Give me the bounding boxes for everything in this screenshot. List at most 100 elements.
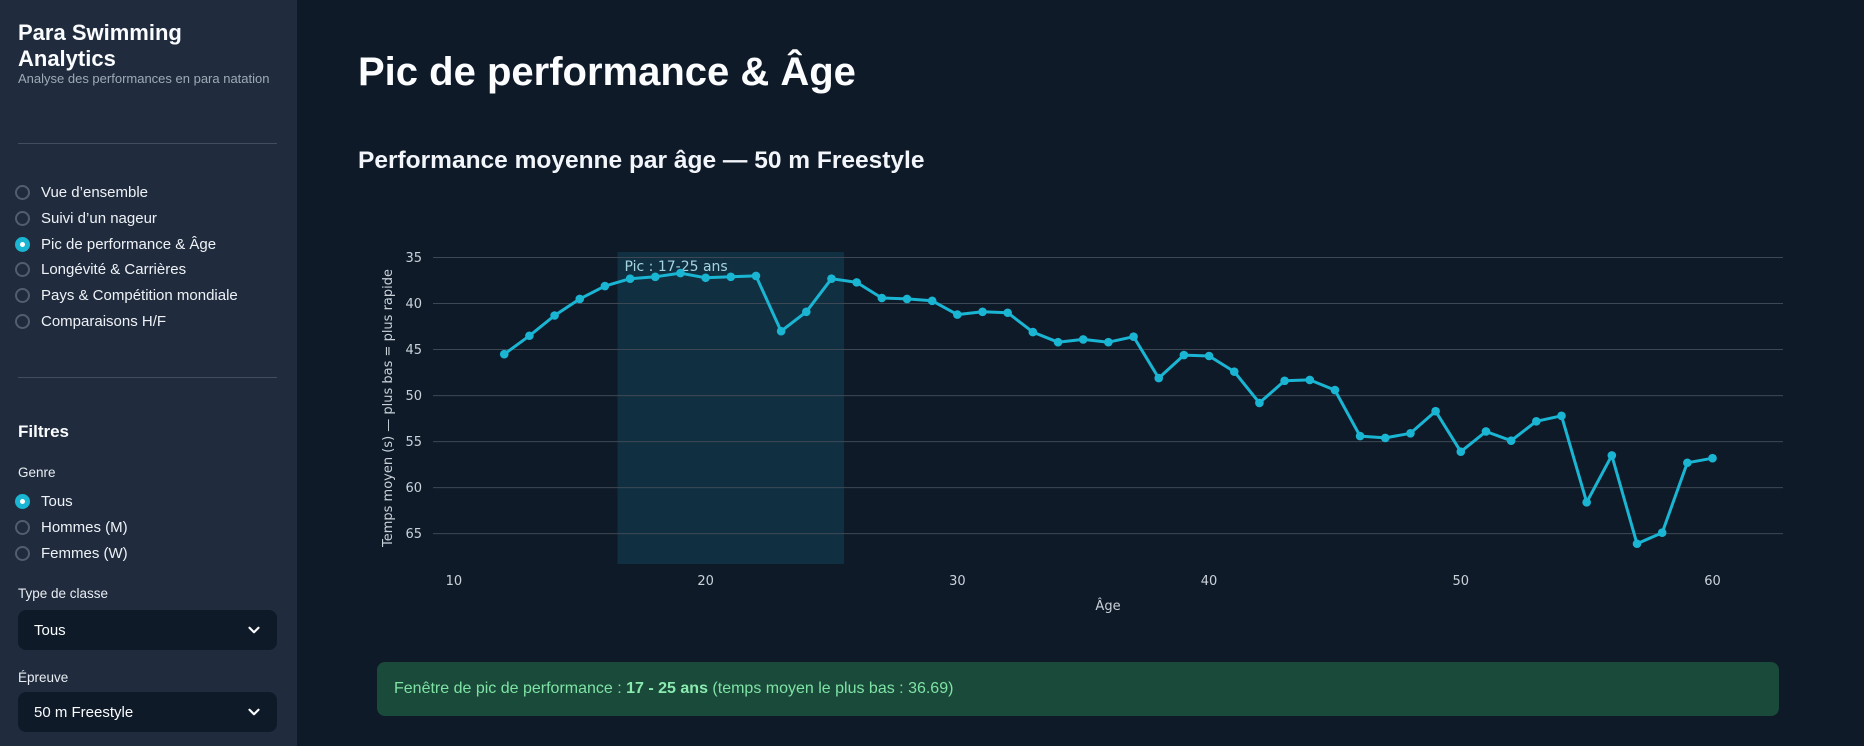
data-point [927,296,937,306]
data-point [751,271,761,281]
filters-heading: Filtres [18,422,70,441]
sidebar-item-pays-comp-tition-mondiale[interactable]: Pays & Compétition mondiale [15,283,238,309]
x-tick-label: 10 [446,574,463,589]
data-point [1657,528,1667,538]
radio-label: Comparaisons H/F [41,312,167,330]
data-point [1582,498,1591,507]
class-type-value: Tous [34,621,66,639]
sidebar-item-vue-d-ensemble[interactable]: Vue d’ensemble [15,180,238,206]
chart-container: 35 40 45 50 55 60 65 10 20 30 40 50 60 Âge Temps moyen… [370,195,1800,625]
data-point [1078,335,1088,344]
x-tick-label: 20 [697,574,714,589]
radio-label: Suivi d’un nageur [41,210,157,228]
data-point [1330,385,1340,395]
data-point [1305,375,1315,385]
data-point [827,274,836,283]
x-tick-label: 60 [1704,574,1721,589]
radio-label: Tous [41,493,73,511]
genre-option-hommes-m-[interactable]: Hommes (M) [15,515,128,541]
divider [18,143,277,144]
data-point [1406,429,1415,438]
class-type-select[interactable]: Tous [18,610,277,650]
radio-icon [15,262,30,278]
page-title: Pic de performance & Âge [358,50,856,94]
radio-label: Longévité & Carrières [41,261,187,279]
sidebar-item-comparaisons-h-f[interactable]: Comparaisons H/F [15,308,238,334]
data-point [676,268,685,278]
radio-icon [15,211,30,227]
y-tick-label: 60 [405,481,422,496]
event-label: Épreuve [18,670,69,685]
data-point [1456,447,1466,457]
callout-highlight: 17 - 25 ans [626,680,708,697]
chart-subtitle: Performance moyenne par âge — 50 m Frees… [358,147,925,174]
data-point [575,294,585,304]
data-point [1708,453,1717,463]
radio-label: Pays & Compétition mondiale [41,287,238,305]
data-point [499,349,509,359]
radio-label: Pic de performance & Âge [41,235,217,253]
peak-age-band [617,252,845,564]
data-point [1481,427,1491,436]
data-point [1431,406,1440,416]
radio-icon [15,313,30,329]
app-subtitle: Analyse des performances en para natatio… [18,71,270,86]
data-point [1104,337,1113,347]
y-tick-label: 35 [405,251,422,266]
data-point [1229,367,1239,376]
data-point [550,311,559,320]
data-point [1532,417,1541,426]
y-tick-label: 45 [405,343,422,358]
radio-label: Vue d’ensemble [41,184,149,202]
data-point [902,294,912,304]
radio-icon [15,520,30,536]
data-point [726,272,736,282]
chevron-down-icon [248,708,260,716]
data-point [852,278,861,287]
y-tick-label: 40 [405,297,422,312]
radio-icon [15,288,30,304]
sidebar: Para Swimming Analytics Analyse des perf… [0,0,297,746]
peak-annotation: Pic : 17-25 ans [625,259,728,275]
divider [18,377,277,378]
data-point [1129,332,1138,341]
radio-label: Hommes (M) [41,519,128,537]
class-type-label: Type de classe [18,586,109,601]
sidebar-item-pic-de-performance-ge[interactable]: Pic de performance & Âge [15,231,238,257]
data-point [802,307,811,317]
data-point [625,274,635,283]
sidebar-item-long-vit-carri-res[interactable]: Longévité & Carrières [15,257,238,283]
radio-icon [15,236,30,252]
event-select[interactable]: 50 m Freestyle [18,692,277,732]
x-tick-label: 30 [949,574,966,589]
y-tick-label: 55 [405,435,422,450]
data-point [1204,351,1214,361]
sidebar-item-suivi-d-un-nageur[interactable]: Suivi d’un nageur [15,206,238,232]
x-tick-label: 50 [1453,574,1470,589]
data-point [978,307,987,317]
app-title: Para Swimming Analytics [18,20,182,71]
data-point [1280,376,1289,386]
data-point [650,272,660,282]
chevron-down-icon [248,626,260,634]
data-point [1179,350,1189,360]
peak-window-callout: Fenêtre de pic de performance : 17 - 25 … [377,662,1779,716]
data-point [1255,398,1264,408]
data-point [701,273,710,283]
data-point [1053,337,1063,347]
y-tick-label: 50 [405,389,422,404]
data-point [1506,436,1516,445]
x-tick-label: 40 [1201,574,1218,589]
data-point [1632,539,1642,549]
genre-label: Genre [18,465,56,480]
radio-icon [15,494,30,510]
nav-radio-group: Vue d’ensemble Suivi d’un nageur Pic de pe… [15,180,238,334]
genre-radio-group: Tous Hommes (M) Femmes (W) [15,489,128,566]
genre-option-femmes-w-[interactable]: Femmes (W) [15,540,128,566]
radio-icon [15,185,30,201]
data-point [1380,433,1390,443]
genre-option-tous[interactable]: Tous [15,489,128,515]
radio-icon [15,545,30,561]
event-value: 50 m Freestyle [34,703,134,721]
age-performance-chart: 35 40 45 50 55 60 65 10 20 30 40 50 60 Âge Temps moyen… [381,251,1783,614]
